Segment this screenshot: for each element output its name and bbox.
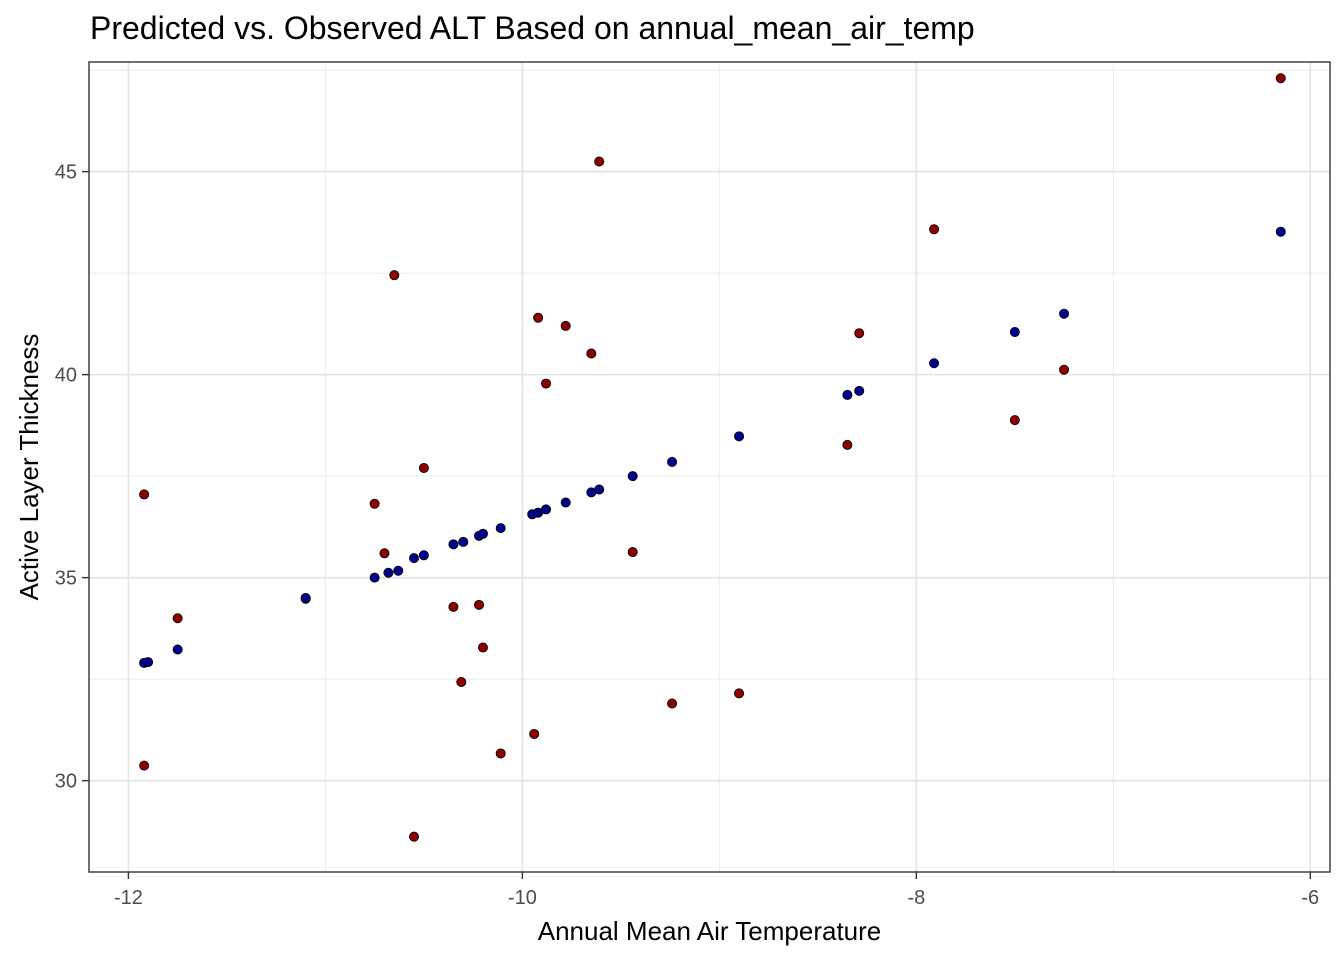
observed-point — [379, 548, 390, 559]
predicted-point — [409, 553, 420, 564]
predicted-point — [383, 567, 394, 578]
x-tick-label: -10 — [508, 887, 537, 909]
predicted-point — [734, 431, 745, 442]
observed-point — [1009, 415, 1020, 426]
observed-point — [533, 312, 544, 323]
predicted-point — [369, 572, 380, 583]
x-tick-label: -12 — [114, 887, 143, 909]
observed-point — [369, 498, 380, 509]
predicted-point — [458, 536, 469, 547]
predicted-point — [560, 497, 571, 508]
minor-gridlines — [89, 62, 1330, 872]
major-gridlines — [89, 62, 1330, 872]
observed-point — [529, 728, 540, 739]
observed-point — [448, 601, 459, 612]
predicted-point — [854, 385, 865, 396]
predicted-point — [418, 550, 429, 561]
y-tick-label: 45 — [55, 162, 77, 184]
observed-point — [929, 224, 940, 235]
observed-point — [139, 760, 150, 771]
y-axis-title: Active Layer Thickness — [14, 334, 44, 601]
observed-point — [1275, 73, 1286, 84]
predicted-point — [393, 565, 404, 576]
predicted-point — [1059, 308, 1070, 319]
predicted-point — [594, 484, 605, 495]
observed-point — [594, 156, 605, 167]
predicted-point — [929, 358, 940, 369]
y-tick-label: 40 — [55, 365, 77, 387]
y-tick-label: 35 — [55, 568, 77, 590]
predicted-point — [495, 523, 506, 534]
predicted-point — [477, 528, 488, 539]
y-tick-label: 30 — [55, 771, 77, 793]
observed-point — [474, 599, 485, 610]
predicted-point — [300, 592, 311, 603]
observed-point — [456, 676, 467, 687]
chart-title: Predicted vs. Observed ALT Based on annu… — [90, 10, 975, 46]
x-tick-label: -6 — [1301, 887, 1319, 909]
observed-point — [477, 642, 488, 653]
predicted-point — [143, 657, 154, 668]
observed-point — [418, 463, 429, 474]
predicted-point — [448, 539, 459, 550]
observed-point — [854, 328, 865, 339]
observed-point — [842, 439, 853, 450]
x-axis-title: Annual Mean Air Temperature — [538, 916, 882, 946]
observed-point — [627, 547, 638, 558]
observed-point — [586, 348, 597, 359]
predicted-point — [667, 456, 678, 467]
observed-point — [667, 698, 678, 709]
observed-point — [389, 270, 400, 281]
x-axis-ticks: -12 -10 -8 -6 — [114, 872, 1319, 909]
observed-point — [495, 748, 506, 759]
data-points — [139, 73, 1286, 842]
observed-point — [734, 688, 745, 699]
observed-point — [139, 489, 150, 500]
observed-point — [409, 831, 420, 842]
predicted-point — [1009, 326, 1020, 337]
observed-point — [541, 378, 552, 389]
observed-point — [172, 613, 183, 624]
predicted-point — [541, 504, 552, 515]
predicted-point — [172, 644, 183, 655]
y-axis-ticks: 30 35 40 45 — [55, 162, 89, 793]
predicted-point — [842, 389, 853, 400]
x-tick-label: -8 — [907, 887, 925, 909]
observed-point — [1059, 364, 1070, 375]
observed-point — [560, 320, 571, 331]
predicted-point — [1275, 226, 1286, 237]
predicted-point — [627, 471, 638, 482]
plot-panel-border — [88, 61, 1331, 873]
